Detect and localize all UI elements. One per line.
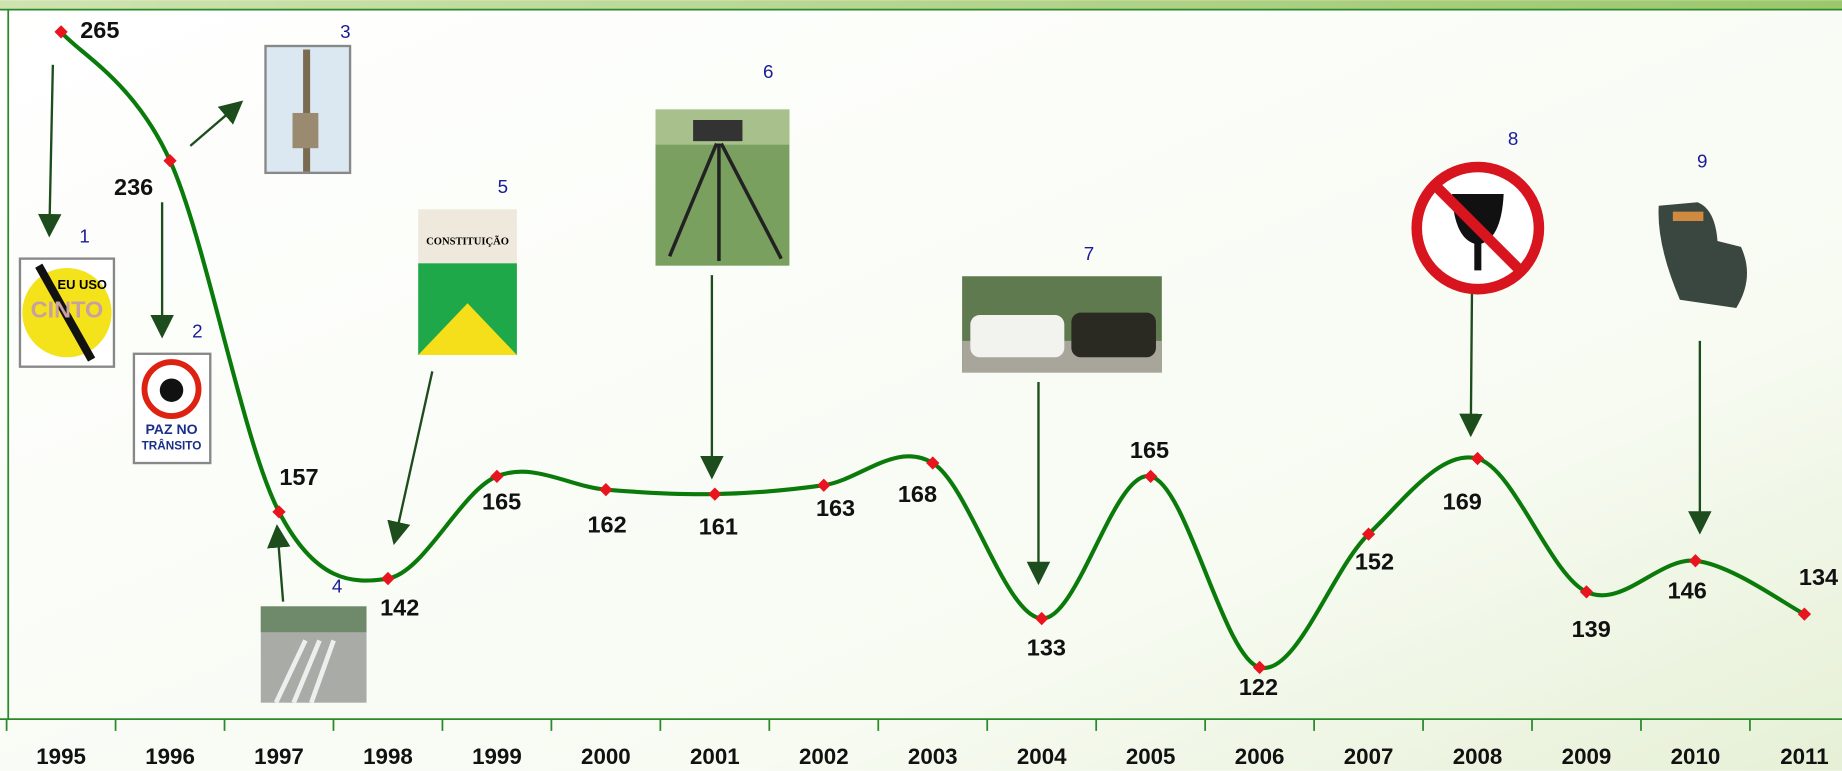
data-label: 133 bbox=[1027, 634, 1066, 660]
image-8 bbox=[1417, 167, 1539, 289]
x-tick-label: 2009 bbox=[1562, 744, 1612, 769]
x-tick-label: 1999 bbox=[472, 744, 522, 769]
image-text: TRÂNSITO bbox=[142, 440, 202, 453]
image-3 bbox=[265, 46, 350, 173]
chart: EU USO CINTO PAZ NO TRÂNSITO CONSTITUIÇÃ… bbox=[0, 0, 1842, 771]
image-4 bbox=[261, 606, 367, 702]
x-tick-label: 2001 bbox=[690, 744, 740, 769]
x-tick-label: 1996 bbox=[145, 744, 195, 769]
x-tick-label: 1995 bbox=[36, 744, 86, 769]
image-text: CINTO bbox=[31, 297, 104, 323]
image-text: PAZ NO bbox=[145, 421, 197, 437]
annotation-label: 2 bbox=[192, 321, 202, 342]
x-tick-label: 2005 bbox=[1126, 744, 1176, 769]
data-label: 162 bbox=[587, 511, 626, 537]
data-label: 265 bbox=[80, 17, 119, 43]
x-tick-label: 1997 bbox=[254, 744, 304, 769]
annotation-label: 3 bbox=[340, 21, 350, 42]
data-label: 163 bbox=[816, 495, 855, 521]
data-label: 165 bbox=[1130, 437, 1169, 463]
x-tick-label: 2006 bbox=[1235, 744, 1285, 769]
annotation-label: 5 bbox=[498, 176, 508, 197]
image-5: CONSTITUIÇÃO bbox=[418, 209, 517, 355]
annotation-label: 7 bbox=[1084, 243, 1094, 264]
annotation-label: 1 bbox=[79, 225, 89, 246]
x-tick-label: 2002 bbox=[799, 744, 849, 769]
data-label: 161 bbox=[699, 513, 738, 539]
x-tick-label: 2007 bbox=[1344, 744, 1394, 769]
data-label: 152 bbox=[1355, 549, 1394, 575]
x-tick-label: 2000 bbox=[581, 744, 631, 769]
x-tick-label: 2010 bbox=[1671, 744, 1721, 769]
data-label: 122 bbox=[1239, 674, 1278, 700]
image-2: PAZ NO TRÂNSITO bbox=[134, 354, 210, 463]
annotation-label: 6 bbox=[763, 61, 773, 82]
data-label: 157 bbox=[279, 464, 318, 490]
image-text: CONSTITUIÇÃO bbox=[426, 236, 509, 248]
data-label: 139 bbox=[1572, 616, 1611, 642]
image-text: EU USO bbox=[57, 277, 106, 292]
image-7 bbox=[962, 276, 1162, 372]
x-tick-label: 1998 bbox=[363, 744, 413, 769]
data-label: 146 bbox=[1668, 578, 1707, 604]
x-tick-label: 2011 bbox=[1780, 744, 1828, 769]
data-label: 169 bbox=[1443, 488, 1482, 514]
x-tick-label: 2004 bbox=[1017, 744, 1067, 769]
data-label: 134 bbox=[1799, 564, 1838, 590]
x-tick-label: 2008 bbox=[1453, 744, 1503, 769]
annotation-label: 9 bbox=[1697, 150, 1707, 171]
annotation-label: 8 bbox=[1508, 128, 1518, 149]
image-1: EU USO CINTO bbox=[20, 259, 114, 367]
data-label: 168 bbox=[898, 481, 937, 507]
data-label: 236 bbox=[114, 174, 153, 200]
data-label: 142 bbox=[380, 594, 419, 620]
x-tick-label: 2003 bbox=[908, 744, 958, 769]
top-band bbox=[0, 0, 1842, 9]
image-6 bbox=[656, 109, 790, 265]
data-label: 165 bbox=[482, 489, 521, 515]
